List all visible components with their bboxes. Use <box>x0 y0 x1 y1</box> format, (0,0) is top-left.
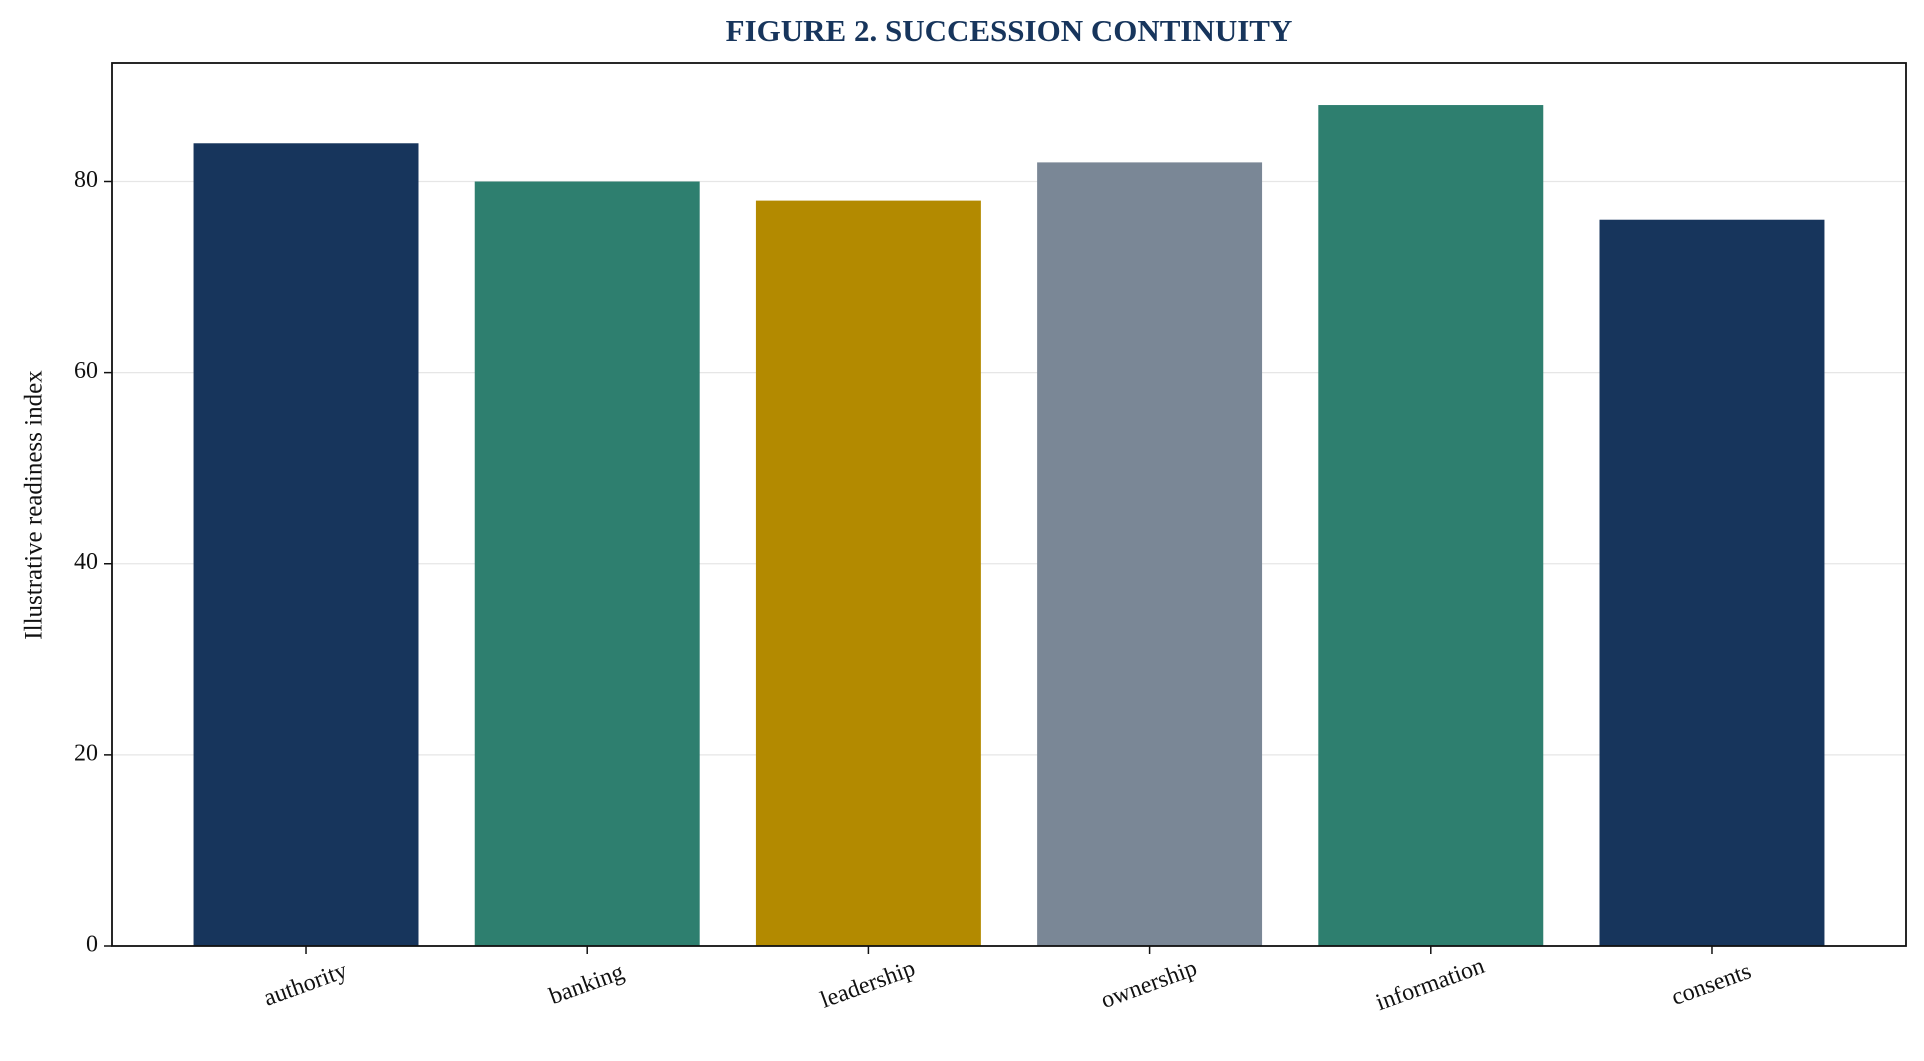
y-tick-label: 40 <box>74 549 98 575</box>
bar <box>1318 105 1544 947</box>
y-tick-label: 20 <box>74 740 98 766</box>
bar <box>1037 162 1263 947</box>
y-axis-label: Illustrative readiness index <box>21 370 48 640</box>
x-tick-label: leadership <box>817 956 919 1014</box>
bar <box>193 143 419 947</box>
bar <box>1599 219 1825 946</box>
x-tick-label: information <box>1373 953 1488 1016</box>
x-tick-label: ownership <box>1098 955 1201 1014</box>
bar <box>755 200 981 947</box>
plot-frame <box>111 62 1907 947</box>
x-tick-label: authority <box>260 958 350 1012</box>
x-tick-label: consents <box>1668 958 1755 1011</box>
y-tick-label: 80 <box>74 167 98 193</box>
bar <box>474 181 700 947</box>
y-tick-label: 60 <box>74 358 98 384</box>
x-tick-label: banking <box>546 959 628 1010</box>
chart-title: FIGURE 2. SUCCESSION CONTINUITY <box>726 13 1293 48</box>
y-tick-label: 0 <box>86 932 98 958</box>
